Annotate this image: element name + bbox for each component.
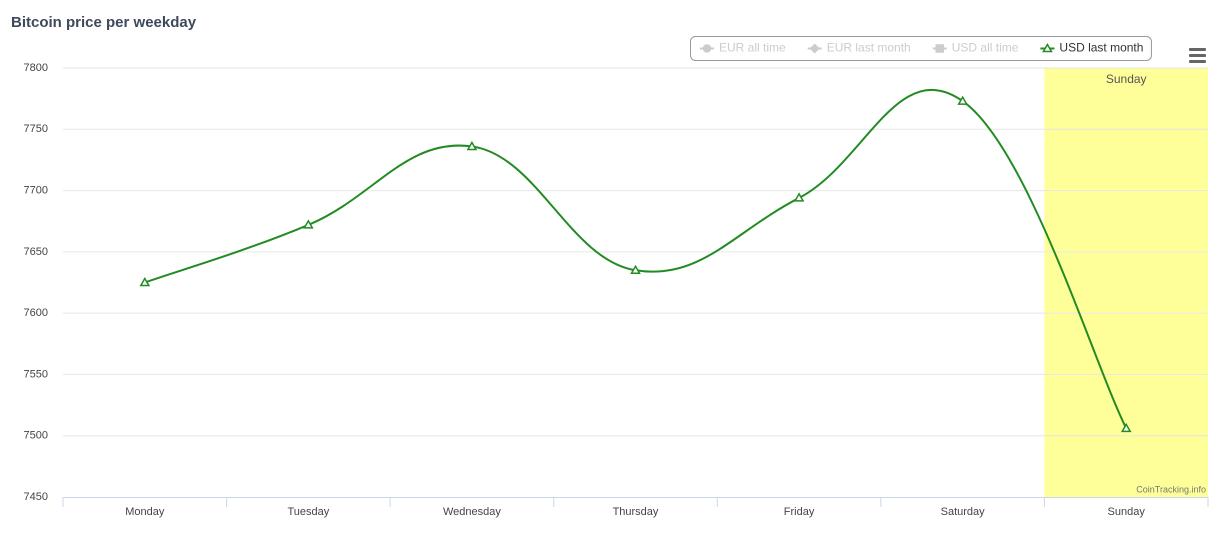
y-tick-label: 7750 bbox=[24, 123, 48, 135]
legend: EUR all time EUR last month USD all time US… bbox=[690, 36, 1152, 61]
marker bbox=[935, 44, 944, 53]
plot-band-label: Sunday bbox=[1106, 72, 1147, 86]
x-tick-label: Friday bbox=[784, 506, 815, 518]
legend-item[interactable]: EUR last month bbox=[807, 41, 911, 55]
x-tick-label: Saturday bbox=[941, 506, 986, 518]
marker bbox=[630, 264, 641, 274]
marker bbox=[809, 43, 820, 54]
marker bbox=[702, 44, 712, 53]
legend-box bbox=[690, 36, 1152, 61]
menu-bar bbox=[1189, 48, 1206, 51]
marker bbox=[303, 219, 314, 229]
chart-title: Bitcoin price per weekday bbox=[11, 14, 197, 31]
x-tick-label: Monday bbox=[125, 506, 165, 518]
y-tick-label: 7800 bbox=[24, 62, 48, 74]
y-tick-label: 7450 bbox=[24, 491, 48, 503]
y-tick-label: 7650 bbox=[24, 246, 48, 258]
menu-bar bbox=[1189, 54, 1206, 57]
y-tick-label: 7600 bbox=[24, 307, 48, 319]
marker bbox=[957, 95, 968, 105]
x-tick-label: Wednesday bbox=[443, 506, 501, 518]
menu-button[interactable] bbox=[1189, 48, 1206, 63]
x-tick-label: Sunday bbox=[1108, 506, 1146, 518]
legend-label: EUR all time bbox=[719, 41, 786, 55]
legend-item[interactable]: USD last month bbox=[1040, 41, 1143, 55]
marker bbox=[139, 276, 151, 287]
marker bbox=[466, 140, 478, 151]
marker bbox=[1120, 422, 1132, 433]
credit: CoinTracking.info bbox=[1136, 484, 1206, 494]
x-tick-label: Thursday bbox=[613, 506, 659, 518]
legend-item[interactable]: EUR all time bbox=[700, 41, 786, 55]
plot-band bbox=[1044, 68, 1208, 497]
legend-label: EUR last month bbox=[827, 41, 911, 55]
y-tick-label: 7550 bbox=[24, 368, 48, 380]
legend-item[interactable]: USD all time bbox=[932, 41, 1019, 55]
y-tick-label: 7500 bbox=[24, 430, 48, 442]
marker bbox=[793, 192, 805, 202]
x-tick-label: Tuesday bbox=[287, 506, 329, 518]
menu-bar bbox=[1189, 60, 1206, 63]
legend-label: USD all time bbox=[952, 41, 1019, 55]
legend-label: USD last month bbox=[1059, 41, 1143, 55]
series-line bbox=[144, 88, 1128, 429]
marker bbox=[1042, 42, 1053, 53]
y-tick-label: 7700 bbox=[24, 184, 48, 196]
